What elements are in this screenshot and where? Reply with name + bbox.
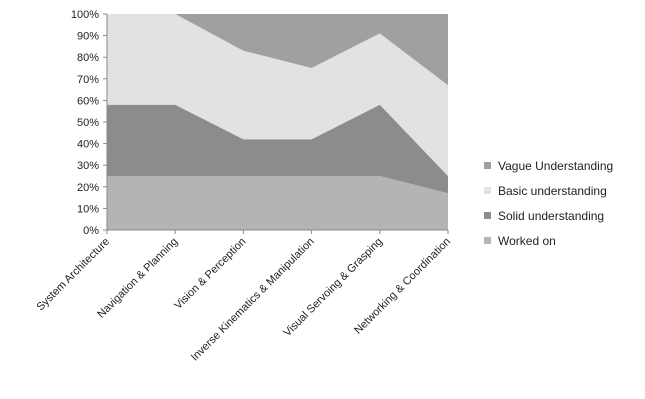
legend-swatch: [484, 162, 491, 169]
y-tick-label: 80%: [77, 52, 99, 64]
legend-item-worked-on: Worked on: [484, 234, 556, 248]
area-basic-understanding: [107, 14, 448, 176]
y-tick-label: 60%: [77, 95, 99, 107]
y-tick-label: 90%: [77, 31, 99, 43]
legend-item-vague-understanding: Vague Understanding: [484, 159, 613, 173]
area-layers: [107, 14, 448, 230]
legend-swatch: [484, 187, 491, 194]
legend-swatch: [484, 212, 491, 219]
y-axis: 0% 10% 20% 30% 40% 50% 60% 70% 80% 90% 100%: [71, 9, 108, 237]
legend-swatch: [484, 237, 491, 244]
area-vague-understanding: [107, 14, 448, 86]
legend-label: Basic understanding: [498, 184, 607, 198]
y-tick-label: 100%: [71, 9, 99, 21]
y-tick-label: 0%: [83, 225, 99, 237]
legend-item-basic-understanding: Basic understanding: [484, 184, 607, 198]
legend-item-solid-understanding: Solid understanding: [484, 209, 604, 223]
legend-label: Solid understanding: [498, 209, 604, 223]
y-tick-label: 50%: [77, 117, 99, 129]
x-tick-label: Navigation & Planning: [95, 236, 180, 321]
y-tick-label: 10%: [77, 203, 99, 215]
area-solid-understanding: [107, 104, 448, 194]
y-tick-label: 20%: [77, 182, 99, 194]
area-worked-on: [107, 176, 448, 230]
x-tick-label: Inverse Kinematics & Manipulation: [189, 236, 317, 364]
y-tick-label: 70%: [77, 74, 99, 86]
x-tick-label: Vision & Perception: [172, 236, 248, 312]
legend-label: Vague Understanding: [498, 159, 613, 173]
y-tick-label: 30%: [77, 160, 99, 172]
legend: Vague Understanding Basic understanding So…: [484, 159, 613, 248]
legend-label: Worked on: [498, 234, 556, 248]
x-tick-label: System Architecture: [34, 236, 112, 314]
y-tick-label: 40%: [77, 139, 99, 151]
